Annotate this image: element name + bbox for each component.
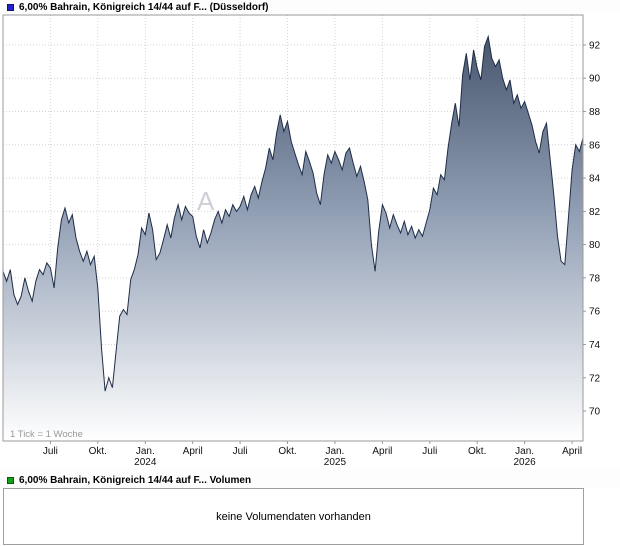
x-axis-year-label: 2026 bbox=[513, 457, 536, 468]
price-series-marker-icon bbox=[7, 3, 14, 11]
y-axis-label: 74 bbox=[589, 340, 601, 351]
x-axis-label: April bbox=[372, 446, 392, 457]
y-axis-label: 88 bbox=[589, 107, 601, 118]
x-axis-label: Jan. bbox=[325, 446, 344, 457]
x-axis-label: Okt. bbox=[468, 446, 486, 457]
y-axis-label: 78 bbox=[589, 273, 601, 284]
plot-frame bbox=[2, 14, 584, 442]
volume-series-title: 6,00% Bahrain, Königreich 14/44 auf F...… bbox=[19, 474, 252, 486]
y-axis-label: 84 bbox=[589, 174, 601, 185]
price-chart-legend: 6,00% Bahrain, Königreich 14/44 auf F...… bbox=[0, 0, 620, 14]
x-axis-label: Okt. bbox=[89, 446, 107, 457]
x-axis-label: Juli bbox=[233, 446, 248, 457]
y-axis-label: 80 bbox=[589, 240, 601, 251]
volume-empty-message: keine Volumendaten vorhanden bbox=[216, 510, 371, 523]
x-axis-label: Juli bbox=[422, 446, 437, 457]
volume-panel: keine Volumendaten vorhanden bbox=[3, 488, 584, 545]
y-axis-label: 90 bbox=[589, 74, 601, 85]
volume-legend: 6,00% Bahrain, Königreich 14/44 auf F...… bbox=[0, 469, 620, 488]
volume-series-marker-icon bbox=[7, 476, 14, 484]
x-axis-label: April bbox=[562, 446, 582, 457]
price-area bbox=[3, 36, 583, 441]
y-axis-label: 76 bbox=[589, 307, 601, 318]
y-axis-label: 70 bbox=[589, 407, 601, 418]
y-axis-label: 72 bbox=[589, 373, 601, 384]
y-axis-label: 86 bbox=[589, 140, 601, 151]
watermark: A bbox=[197, 186, 215, 216]
x-axis-label: Jan. bbox=[515, 446, 534, 457]
x-axis-label: April bbox=[183, 446, 203, 457]
price-series-title: 6,00% Bahrain, Königreich 14/44 auf F...… bbox=[19, 1, 269, 13]
y-axis-label: 92 bbox=[589, 41, 601, 52]
x-axis-label: Okt. bbox=[278, 446, 296, 457]
tick-note: 1 Tick = 1 Woche bbox=[10, 429, 83, 440]
x-axis-label: Jan. bbox=[136, 446, 155, 457]
price-line bbox=[2, 34, 584, 392]
y-axis-label: 82 bbox=[589, 207, 601, 218]
x-axis-label: Juli bbox=[43, 446, 58, 457]
x-axis-year-label: 2024 bbox=[134, 457, 157, 468]
x-axis-year-label: 2025 bbox=[324, 457, 347, 468]
